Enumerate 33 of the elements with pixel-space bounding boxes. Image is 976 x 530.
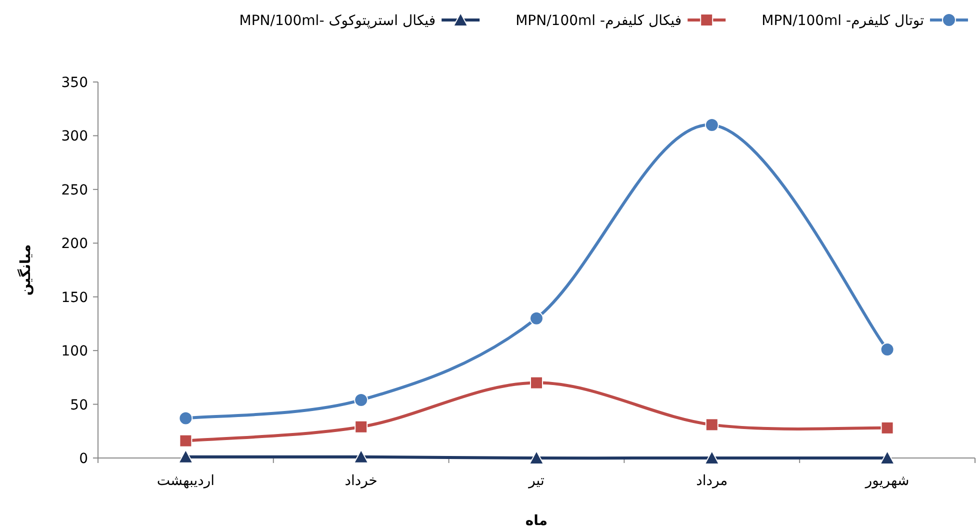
- x-axis-title: ماه: [525, 513, 548, 529]
- x-tick-label: اردیبهشت: [156, 473, 215, 489]
- y-tick-label: 350: [61, 75, 88, 91]
- x-tick-label: شهریور: [864, 473, 910, 489]
- y-tick-label: 50: [70, 397, 88, 414]
- x-tick-label: خرداد: [344, 473, 378, 489]
- point: [179, 434, 192, 448]
- point: [178, 449, 194, 464]
- y-tick-label: 150: [61, 290, 88, 306]
- point: [354, 392, 368, 407]
- point: [704, 450, 720, 464]
- point: [530, 311, 544, 326]
- y-tick-label: 100: [61, 344, 88, 360]
- point: [178, 411, 193, 426]
- point: [705, 418, 718, 432]
- x-tick-label: مرداد: [696, 473, 728, 489]
- y-axis-title: میانگین: [17, 244, 34, 296]
- point: [880, 342, 894, 356]
- point: [880, 450, 895, 464]
- legend-label: فیکال کلیفرم- MPN/100ml: [516, 13, 682, 29]
- legend-label: توتال کلیفرم- MPN/100ml: [762, 13, 924, 29]
- point: [880, 421, 894, 434]
- x-tick-label: تیر: [528, 473, 545, 489]
- y-tick-label: 200: [61, 236, 88, 252]
- legend-label: فیکال استرپتوکوک -MPN/100ml: [239, 13, 436, 29]
- y-tick-label: 250: [61, 182, 88, 198]
- point: [354, 420, 368, 434]
- y-tick-label: 0: [79, 451, 88, 467]
- point: [530, 376, 543, 390]
- point: [704, 118, 719, 132]
- point: [529, 450, 544, 464]
- y-tick-label: 300: [61, 128, 88, 145]
- point: [354, 449, 369, 464]
